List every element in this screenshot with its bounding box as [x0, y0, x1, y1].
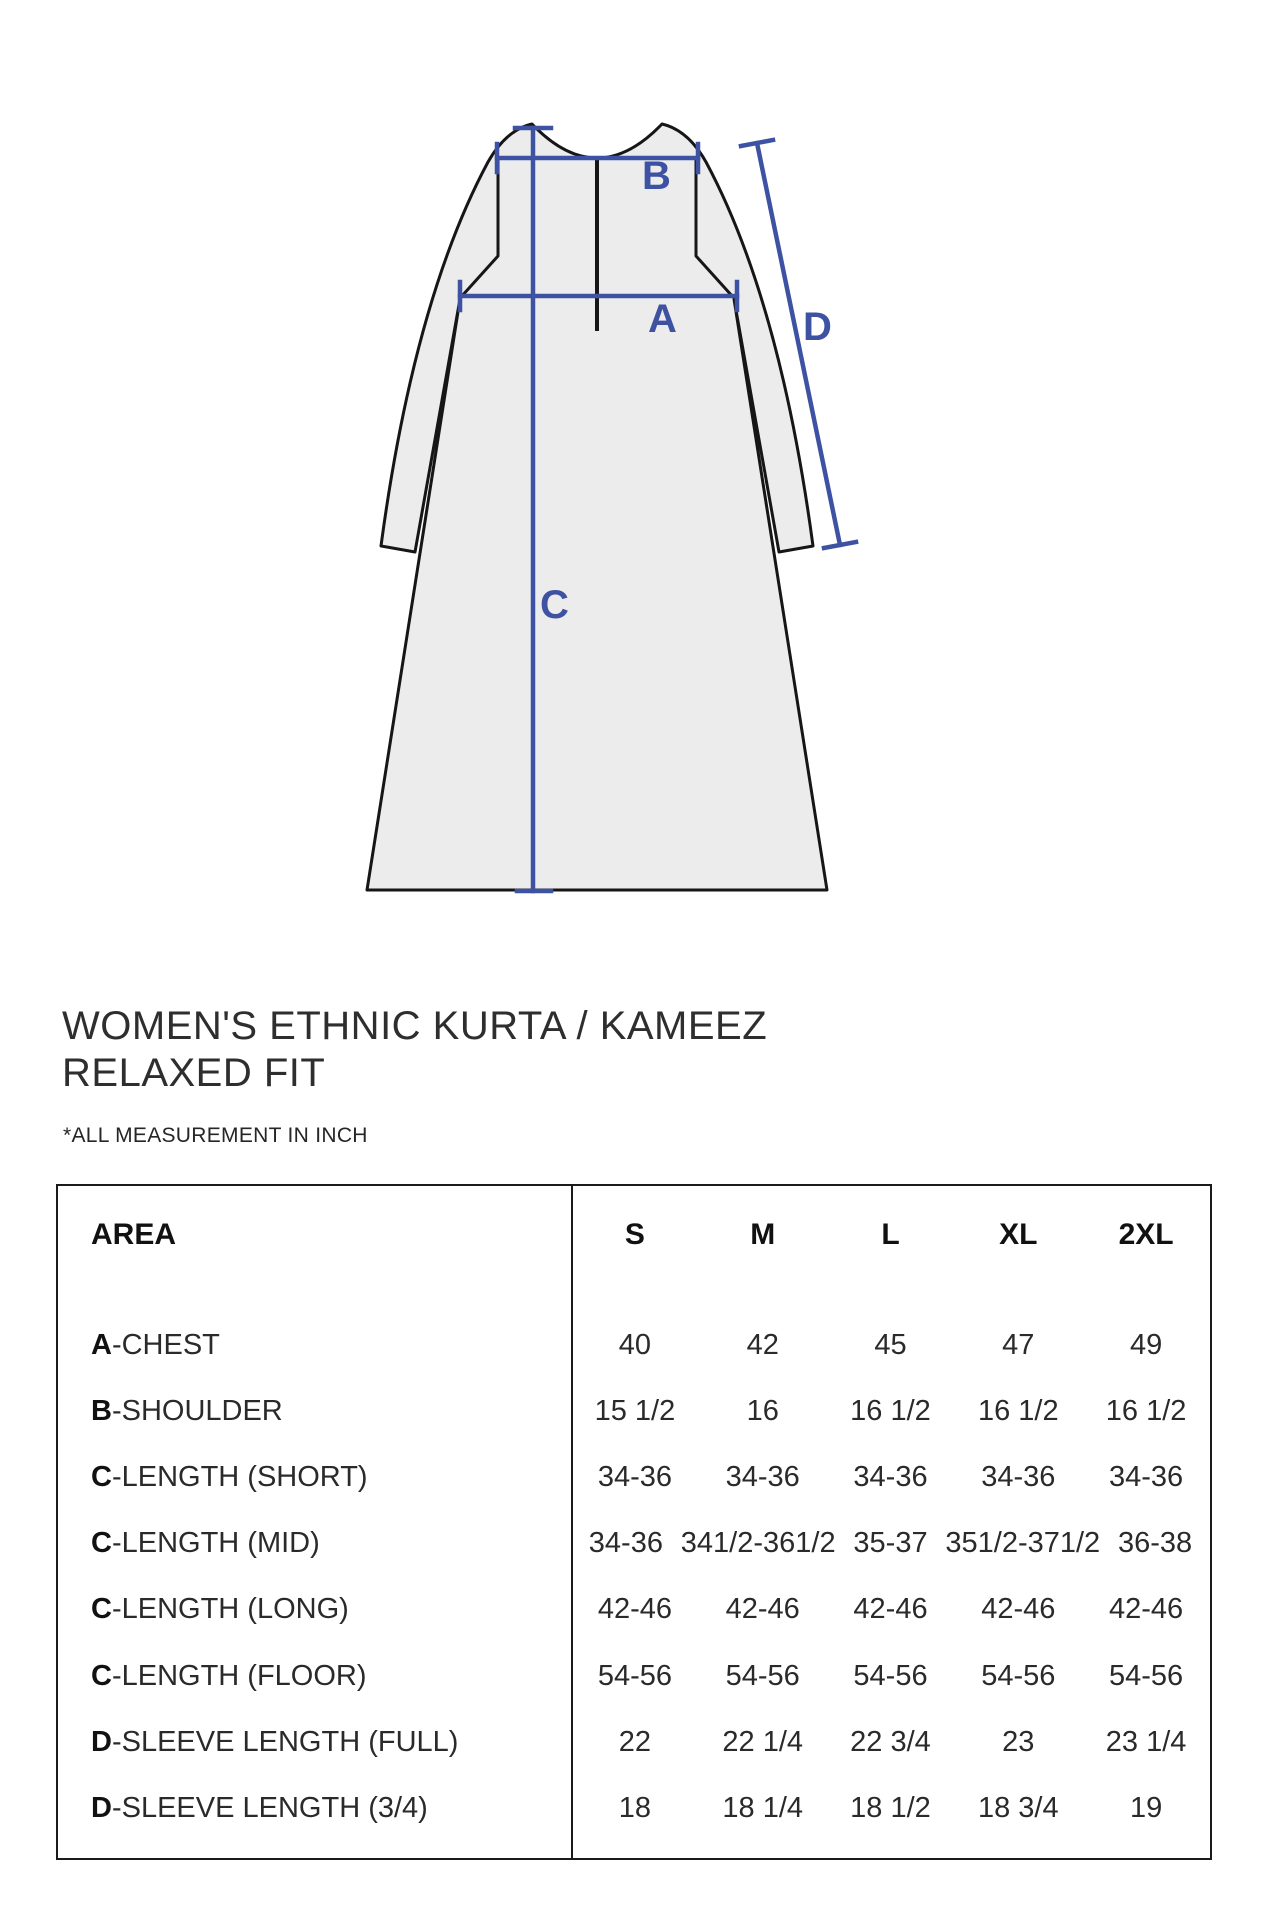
left-armhole-seam [459, 156, 500, 299]
cell-value: 22 [618, 1725, 652, 1758]
row-label: B-SHOULDER [91, 1394, 283, 1427]
garment-diagram: B A C D [365, 122, 859, 894]
label-d: D [803, 305, 832, 349]
cell-value: 351/2-371/2 [945, 1527, 1101, 1560]
product-title: WOMEN'S ETHNIC KURTA / KAMEEZ RELAXED FI… [62, 1003, 767, 1097]
kurta-outline [365, 122, 829, 892]
row-label: D-SLEEVE LENGTH (3/4) [91, 1791, 428, 1824]
cell-value: 42 [746, 1328, 779, 1361]
cell-value: 15 1/2 [594, 1394, 676, 1427]
cell-value: 40 [618, 1328, 652, 1361]
cell-value: 34-36 [853, 1460, 928, 1493]
table-row-length-mid: C-LENGTH (MID) 34-36 341/2-361/2 35-37 3… [58, 1511, 1210, 1577]
cell-value: 23 1/4 [1105, 1725, 1187, 1758]
cell-value: 34-36 [725, 1460, 800, 1493]
product-title-line2: RELAXED FIT [62, 1051, 326, 1095]
header-size-xl: XL [999, 1218, 1038, 1251]
cell-value: 47 [1002, 1328, 1035, 1361]
size-table: AREA S M L XL 2XL A-CHEST 40 42 45 47 49… [56, 1184, 1212, 1860]
cell-value: 34-36 [981, 1460, 1056, 1493]
cell-value: 22 3/4 [850, 1725, 931, 1758]
table-row-length-long: C-LENGTH (LONG) 42-46 42-46 42-46 42-46 … [58, 1577, 1210, 1643]
cell-value: 45 [874, 1328, 907, 1361]
cell-value: 16 [746, 1394, 779, 1427]
cell-value: 34-36 [1109, 1460, 1184, 1493]
row-label: A-CHEST [91, 1328, 220, 1361]
cell-value: 34-36 [597, 1460, 672, 1493]
cell-value: 16 1/2 [977, 1394, 1059, 1427]
cell-value: 18 3/4 [977, 1791, 1059, 1824]
cell-value: 19 [1129, 1791, 1163, 1824]
header-size-m: M [750, 1218, 776, 1251]
cell-value: 49 [1129, 1328, 1163, 1361]
cell-value: 54-56 [725, 1659, 800, 1692]
label-a: A [648, 297, 677, 341]
cell-value: 42-46 [853, 1593, 928, 1626]
cell-value: 42-46 [1109, 1593, 1184, 1626]
cell-value: 35-37 [853, 1527, 928, 1560]
row-label: C-LENGTH (SHORT) [91, 1460, 368, 1493]
cell-value: 42-46 [981, 1593, 1056, 1626]
row-label: C-LENGTH (LONG) [91, 1593, 349, 1626]
right-armhole-seam [694, 160, 735, 299]
cell-value: 18 [618, 1791, 652, 1824]
cell-value: 16 1/2 [1105, 1394, 1187, 1427]
row-label: D-SLEEVE LENGTH (FULL) [91, 1725, 459, 1758]
cell-value: 42-46 [725, 1593, 800, 1626]
row-label: C-LENGTH (FLOOR) [91, 1659, 367, 1692]
measure-line-c: C [512, 125, 569, 894]
measurement-unit-note: *ALL MEASUREMENT IN INCH [63, 1124, 368, 1147]
table-row-chest: A-CHEST 40 42 45 47 49 [58, 1312, 1210, 1378]
table-row-sleeve-threequarter: D-SLEEVE LENGTH (3/4) 18 18 1/4 18 1/2 1… [58, 1775, 1210, 1841]
cell-value: 54-56 [853, 1659, 928, 1692]
cell-value: 34-36 [588, 1527, 663, 1560]
table-row-length-short: C-LENGTH (SHORT) 34-36 34-36 34-36 34-36… [58, 1444, 1210, 1510]
table-row-sleeve-full: D-SLEEVE LENGTH (FULL) 22 22 1/4 22 3/4 … [58, 1709, 1210, 1775]
cell-value: 42-46 [597, 1593, 672, 1626]
cell-value: 16 1/2 [850, 1394, 931, 1427]
label-b: B [642, 154, 671, 198]
cell-value: 54-56 [597, 1659, 672, 1692]
cell-value: 18 1/2 [850, 1791, 931, 1824]
table-header-row: AREA S M L XL 2XL [58, 1186, 1210, 1312]
table-column-divider [571, 1186, 573, 1858]
table-row-length-floor: C-LENGTH (FLOOR) 54-56 54-56 54-56 54-56… [58, 1643, 1210, 1709]
header-area: AREA [91, 1218, 177, 1251]
table-row-shoulder: B-SHOULDER 15 1/2 16 16 1/2 16 1/2 16 1/… [58, 1378, 1210, 1444]
cell-value: 54-56 [1109, 1659, 1184, 1692]
cell-value: 54-56 [981, 1659, 1056, 1692]
row-label: C-LENGTH (MID) [91, 1527, 320, 1560]
header-size-2xl: 2XL [1118, 1218, 1174, 1251]
measure-line-a: A [457, 279, 740, 341]
cell-value: 23 [1002, 1725, 1035, 1758]
label-c: C [540, 583, 569, 627]
cell-value: 341/2-361/2 [680, 1527, 836, 1560]
product-title-line1: WOMEN'S ETHNIC KURTA / KAMEEZ [62, 1004, 768, 1048]
header-size-l: L [881, 1218, 900, 1251]
header-size-s: S [624, 1218, 645, 1251]
cell-value: 18 1/4 [722, 1791, 804, 1824]
measure-line-b: B [494, 141, 701, 198]
cell-value: 22 1/4 [722, 1725, 804, 1758]
cell-value: 36-38 [1118, 1527, 1193, 1560]
measure-line-d: D [738, 137, 859, 551]
